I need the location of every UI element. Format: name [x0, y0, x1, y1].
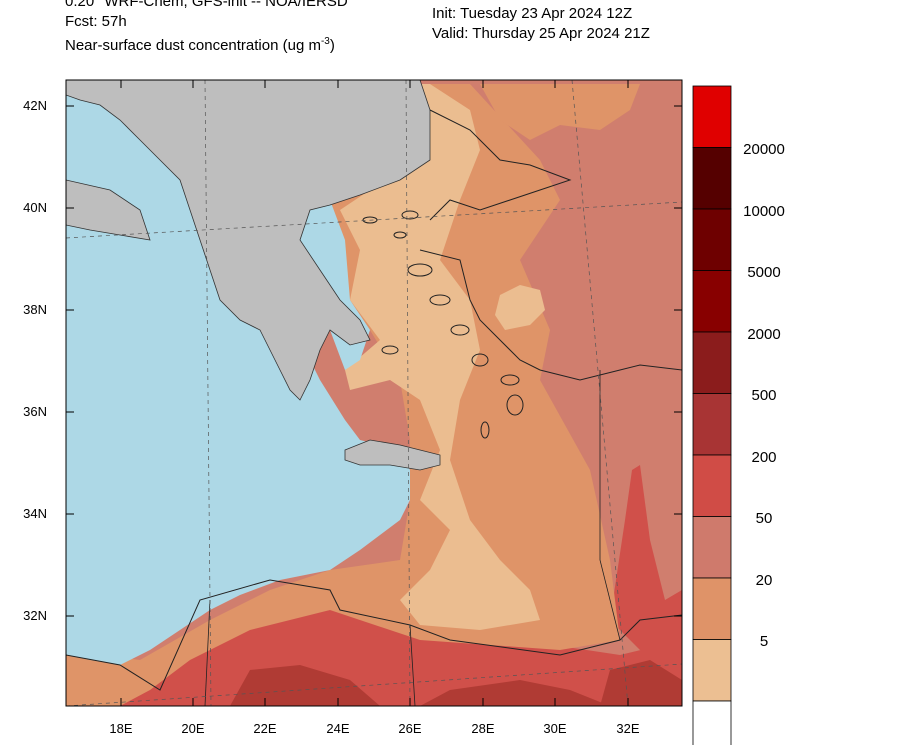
colorbar-labels: 20000 10000 5000 2000 500 200 50 20 5	[743, 141, 785, 650]
dust-level-very-high-south-2	[420, 680, 610, 706]
colorbar-segment	[692, 331, 732, 394]
lon-label: 18E	[109, 721, 132, 736]
colorbar-segment	[692, 85, 732, 148]
colorbar-segment	[692, 577, 732, 640]
colorbar-segment	[692, 639, 732, 702]
lon-label: 22E	[253, 721, 276, 736]
lat-label: 42N	[23, 98, 47, 113]
border-syria	[599, 370, 621, 641]
lon-label: 20E	[181, 721, 204, 736]
variable-title: Near-surface dust concentration (ug m-3)	[65, 32, 348, 56]
colorbar-label: 200	[751, 449, 776, 466]
model-title: 0.20° WRF-Chem, GFS-init -- NOA/IERSD	[65, 0, 348, 10]
lat-label: 32N	[23, 608, 47, 623]
colorbar-label: 2000	[747, 326, 780, 343]
colorbar-segment	[692, 516, 732, 579]
sea	[66, 90, 410, 665]
dust-level-low-patch	[495, 285, 545, 330]
lon-labels: 18E 20E 22E 24E 26E 28E 30E 32E	[109, 721, 639, 736]
dust-level-very-high-south-3	[600, 660, 682, 706]
lat-label: 36N	[23, 404, 47, 419]
map-plot-area	[66, 80, 682, 706]
lon-label: 30E	[543, 721, 566, 736]
map-frame	[65, 79, 683, 707]
lat-label: 38N	[23, 302, 47, 317]
lon-label: 28E	[471, 721, 494, 736]
colorbar-label: 20000	[743, 141, 785, 158]
colorbar-segment	[692, 454, 732, 517]
init-time: Init: Tuesday 23 Apr 2024 12Z	[432, 5, 633, 22]
header-right: Init: Tuesday 23 Apr 2024 12Z Valid: Thu…	[432, 4, 650, 44]
colorbar-label: 10000	[743, 203, 785, 220]
colorbar-segment	[692, 270, 732, 333]
dust-level-very-high-south-1	[230, 665, 380, 706]
colorbar-label: 50	[756, 510, 773, 527]
variable-name: Near-surface dust concentration (ug m	[65, 37, 321, 54]
unit-exponent: -3	[320, 36, 330, 47]
border-libya-egypt	[204, 599, 211, 706]
header-left: 0.20° WRF-Chem, GFS-init -- NOA/IERSD Fc…	[65, 0, 348, 56]
lat-label: 34N	[23, 506, 47, 521]
dust-level-low	[340, 84, 540, 630]
ticks	[66, 80, 682, 706]
land-crete	[344, 439, 441, 471]
dust-level-moderate-north	[480, 84, 640, 140]
colorbar-segment	[692, 208, 732, 271]
coastline-black-sea	[429, 109, 572, 221]
lon-label: 24E	[326, 721, 349, 736]
lat-label: 40N	[23, 200, 47, 215]
colorbar-segment	[692, 700, 732, 745]
unit-close: )	[329, 37, 335, 54]
colorbar-segment	[692, 147, 732, 210]
dust-level-high-east	[610, 465, 682, 650]
colorbar-label: 5000	[747, 264, 780, 281]
lon-label: 26E	[398, 721, 421, 736]
border-egypt	[409, 624, 416, 706]
valid-time: Valid: Thursday 25 Apr 2024 21Z	[432, 25, 650, 42]
colorbar-segment	[692, 393, 732, 456]
lon-label: 32E	[616, 721, 639, 736]
forecast-hour: Fcst: 57h	[65, 13, 127, 30]
colorbar-label: 5	[760, 633, 768, 650]
land-balkans	[66, 80, 431, 401]
colorbar-label: 500	[751, 387, 776, 404]
colorbar	[692, 85, 732, 745]
graticule	[66, 80, 682, 706]
colorbar-label: 20	[756, 572, 773, 589]
aegean-islands	[362, 210, 524, 439]
coastline-turkey	[419, 249, 682, 381]
lat-labels: 42N 40N 38N 36N 34N 32N	[23, 98, 47, 623]
land-italy	[66, 179, 151, 241]
